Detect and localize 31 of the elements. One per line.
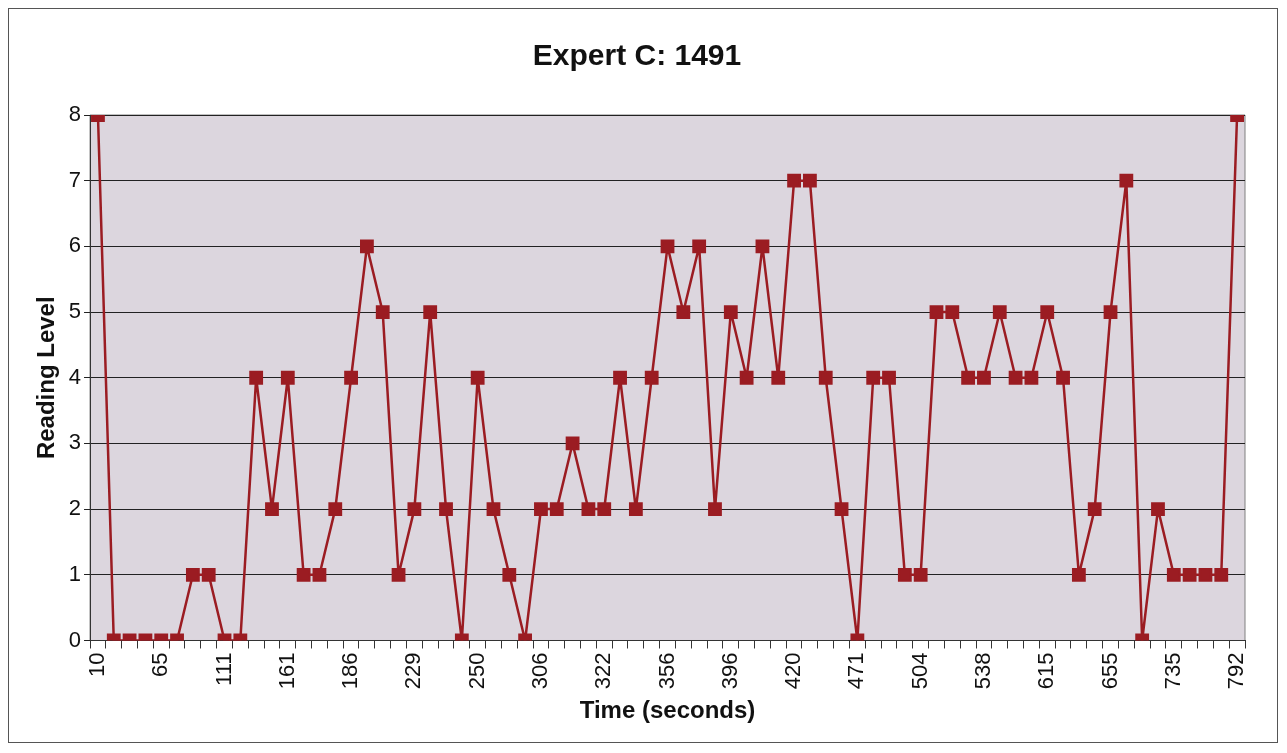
x-tick-label: 111: [210, 652, 236, 686]
y-tick-label: 3: [68, 429, 82, 455]
x-tick-label: 229: [400, 652, 426, 690]
x-tick-label: 396: [716, 652, 742, 690]
y-axis-title: Reading Level: [32, 296, 60, 460]
x-tick-label: 161: [273, 652, 299, 690]
x-tick-label: 186: [337, 652, 363, 690]
x-tick-label: 538: [970, 652, 996, 690]
y-tick-label: 1: [68, 560, 82, 586]
x-tick-label: 735: [1159, 652, 1185, 690]
y-tick-label: 0: [68, 626, 82, 652]
x-tick-label: 65: [147, 652, 173, 677]
x-tick-label: 356: [653, 652, 679, 690]
chart-title: Expert C: 1491: [532, 38, 742, 72]
x-tick-label: 504: [906, 652, 932, 690]
y-tick-label: 8: [68, 101, 82, 127]
y-tick-label: 6: [68, 232, 82, 258]
y-tick-label: 4: [68, 363, 82, 389]
x-tick-label: 471: [843, 652, 869, 690]
x-tick-label: 322: [590, 652, 616, 690]
x-tick-label: 792: [1223, 652, 1249, 690]
y-tick-label: 7: [68, 166, 82, 192]
x-tick-label: 10: [84, 652, 110, 677]
x-tick-label: 615: [1033, 652, 1059, 690]
x-tick-label: 250: [463, 652, 489, 690]
x-axis-title: Time (seconds): [579, 696, 756, 724]
x-tick-label: 306: [527, 652, 553, 690]
y-tick-label: 2: [68, 495, 82, 521]
y-tick-label: 5: [68, 298, 82, 324]
x-tick-label: 420: [780, 652, 806, 690]
x-tick-label: 655: [1096, 652, 1122, 690]
